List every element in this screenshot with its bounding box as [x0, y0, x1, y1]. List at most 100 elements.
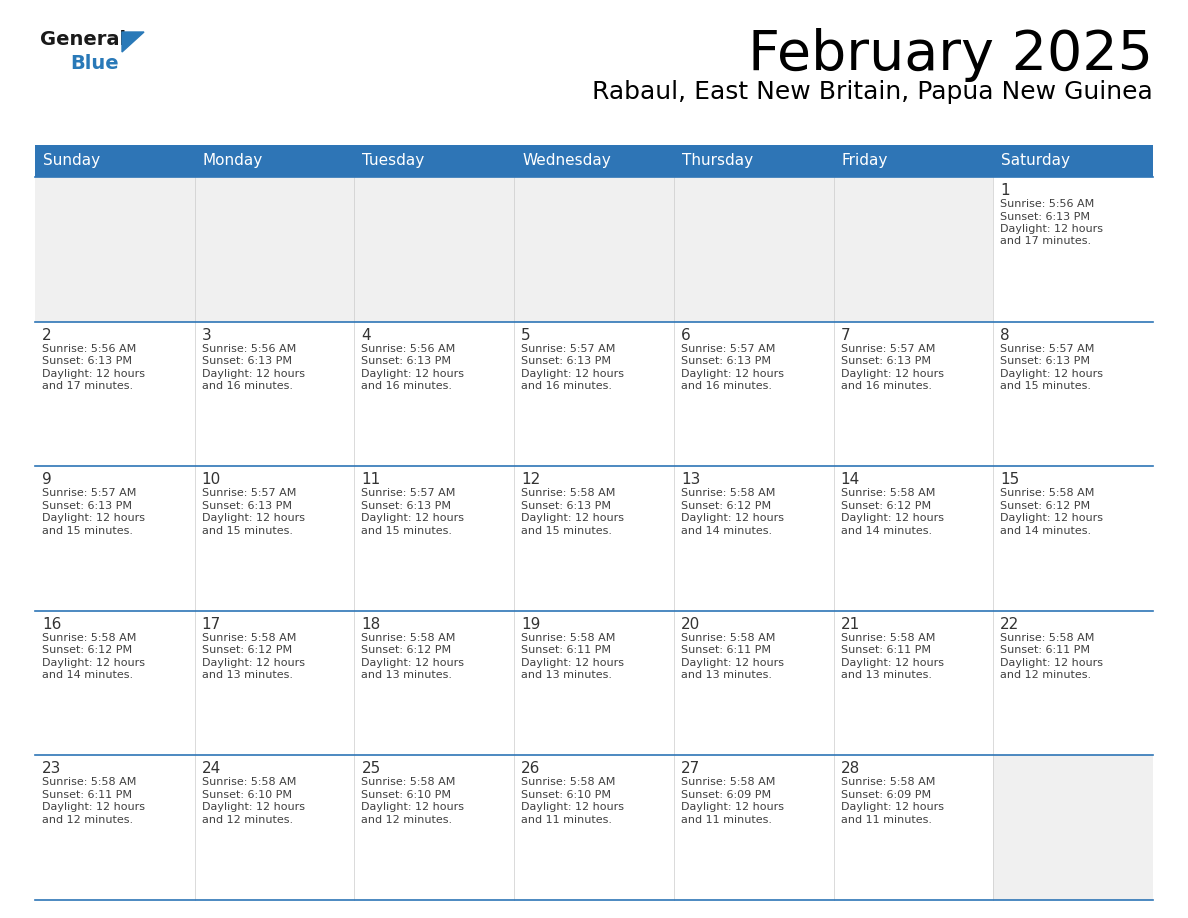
Text: Sunset: 6:09 PM: Sunset: 6:09 PM — [841, 789, 930, 800]
Bar — [674, 177, 834, 321]
Bar — [993, 610, 1154, 756]
Text: Sunset: 6:11 PM: Sunset: 6:11 PM — [522, 645, 611, 655]
Bar — [993, 177, 1154, 321]
Text: Sunrise: 5:56 AM: Sunrise: 5:56 AM — [361, 343, 456, 353]
Text: Sunrise: 5:58 AM: Sunrise: 5:58 AM — [522, 633, 615, 643]
Text: and 13 minutes.: and 13 minutes. — [841, 670, 931, 680]
Text: Daylight: 12 hours: Daylight: 12 hours — [361, 369, 465, 378]
Text: Sunset: 6:11 PM: Sunset: 6:11 PM — [1000, 645, 1091, 655]
Bar — [195, 610, 354, 756]
Text: and 15 minutes.: and 15 minutes. — [522, 526, 612, 536]
Text: Daylight: 12 hours: Daylight: 12 hours — [522, 658, 624, 667]
Text: Blue: Blue — [70, 54, 119, 73]
Text: and 15 minutes.: and 15 minutes. — [202, 526, 292, 536]
Text: Sunrise: 5:58 AM: Sunrise: 5:58 AM — [841, 633, 935, 643]
Text: 15: 15 — [1000, 472, 1019, 487]
Bar — [34, 610, 195, 756]
Text: 3: 3 — [202, 328, 211, 342]
Text: Sunrise: 5:58 AM: Sunrise: 5:58 AM — [522, 488, 615, 498]
Text: Daylight: 12 hours: Daylight: 12 hours — [1000, 224, 1104, 234]
Bar — [354, 610, 514, 756]
Text: 26: 26 — [522, 761, 541, 777]
Text: and 17 minutes.: and 17 minutes. — [1000, 237, 1092, 247]
Text: 7: 7 — [841, 328, 851, 342]
Text: 28: 28 — [841, 761, 860, 777]
Text: Sunrise: 5:56 AM: Sunrise: 5:56 AM — [1000, 199, 1094, 209]
Text: Daylight: 12 hours: Daylight: 12 hours — [841, 369, 943, 378]
Text: Sunrise: 5:58 AM: Sunrise: 5:58 AM — [361, 778, 456, 788]
Text: and 11 minutes.: and 11 minutes. — [681, 815, 772, 825]
Text: Sunrise: 5:58 AM: Sunrise: 5:58 AM — [202, 633, 296, 643]
Text: Sunset: 6:13 PM: Sunset: 6:13 PM — [1000, 356, 1091, 366]
Text: Sunrise: 5:57 AM: Sunrise: 5:57 AM — [1000, 343, 1094, 353]
Bar — [354, 756, 514, 900]
Text: Sunset: 6:12 PM: Sunset: 6:12 PM — [42, 645, 132, 655]
Text: February 2025: February 2025 — [748, 28, 1154, 82]
Text: Daylight: 12 hours: Daylight: 12 hours — [681, 369, 784, 378]
Text: Sunrise: 5:57 AM: Sunrise: 5:57 AM — [841, 343, 935, 353]
Text: Daylight: 12 hours: Daylight: 12 hours — [1000, 513, 1104, 523]
Text: and 12 minutes.: and 12 minutes. — [361, 815, 453, 825]
Text: Daylight: 12 hours: Daylight: 12 hours — [42, 513, 145, 523]
Text: Sunset: 6:12 PM: Sunset: 6:12 PM — [681, 500, 771, 510]
Text: Friday: Friday — [841, 153, 887, 169]
Bar — [195, 466, 354, 610]
Text: Sunset: 6:13 PM: Sunset: 6:13 PM — [42, 356, 132, 366]
Text: Sunrise: 5:56 AM: Sunrise: 5:56 AM — [202, 343, 296, 353]
Text: Sunset: 6:13 PM: Sunset: 6:13 PM — [202, 500, 292, 510]
Text: and 14 minutes.: and 14 minutes. — [1000, 526, 1092, 536]
Text: 6: 6 — [681, 328, 690, 342]
Text: Daylight: 12 hours: Daylight: 12 hours — [522, 513, 624, 523]
Text: Daylight: 12 hours: Daylight: 12 hours — [361, 802, 465, 812]
Text: Daylight: 12 hours: Daylight: 12 hours — [361, 513, 465, 523]
Text: 12: 12 — [522, 472, 541, 487]
Text: and 13 minutes.: and 13 minutes. — [522, 670, 612, 680]
Text: 11: 11 — [361, 472, 380, 487]
Bar — [993, 321, 1154, 466]
Bar — [354, 145, 514, 177]
Text: Sunset: 6:10 PM: Sunset: 6:10 PM — [361, 789, 451, 800]
Bar — [993, 756, 1154, 900]
Bar — [514, 145, 674, 177]
Text: Daylight: 12 hours: Daylight: 12 hours — [522, 802, 624, 812]
Text: and 12 minutes.: and 12 minutes. — [42, 815, 133, 825]
Text: Daylight: 12 hours: Daylight: 12 hours — [1000, 369, 1104, 378]
Bar — [34, 756, 195, 900]
Text: 4: 4 — [361, 328, 371, 342]
Text: Daylight: 12 hours: Daylight: 12 hours — [202, 513, 304, 523]
Bar — [34, 177, 195, 321]
Text: Sunrise: 5:57 AM: Sunrise: 5:57 AM — [202, 488, 296, 498]
Bar — [993, 466, 1154, 610]
Text: Sunrise: 5:58 AM: Sunrise: 5:58 AM — [42, 633, 137, 643]
Text: Sunset: 6:11 PM: Sunset: 6:11 PM — [681, 645, 771, 655]
Text: and 17 minutes.: and 17 minutes. — [42, 381, 133, 391]
Bar — [354, 321, 514, 466]
Text: Sunset: 6:11 PM: Sunset: 6:11 PM — [42, 789, 132, 800]
Text: Sunrise: 5:58 AM: Sunrise: 5:58 AM — [361, 633, 456, 643]
Text: and 16 minutes.: and 16 minutes. — [522, 381, 612, 391]
Text: Sunrise: 5:58 AM: Sunrise: 5:58 AM — [42, 778, 137, 788]
Text: and 16 minutes.: and 16 minutes. — [681, 381, 772, 391]
Bar — [993, 145, 1154, 177]
Text: Daylight: 12 hours: Daylight: 12 hours — [202, 802, 304, 812]
Text: Sunrise: 5:58 AM: Sunrise: 5:58 AM — [1000, 633, 1094, 643]
Text: Daylight: 12 hours: Daylight: 12 hours — [42, 802, 145, 812]
Text: Sunset: 6:11 PM: Sunset: 6:11 PM — [841, 645, 930, 655]
Polygon shape — [122, 32, 144, 52]
Text: Sunset: 6:13 PM: Sunset: 6:13 PM — [361, 500, 451, 510]
Bar — [34, 145, 195, 177]
Text: Sunset: 6:13 PM: Sunset: 6:13 PM — [841, 356, 930, 366]
Text: Sunrise: 5:57 AM: Sunrise: 5:57 AM — [42, 488, 137, 498]
Bar — [514, 321, 674, 466]
Text: Sunset: 6:10 PM: Sunset: 6:10 PM — [202, 789, 292, 800]
Text: 21: 21 — [841, 617, 860, 632]
Bar — [514, 177, 674, 321]
Text: 13: 13 — [681, 472, 700, 487]
Text: and 16 minutes.: and 16 minutes. — [202, 381, 292, 391]
Text: and 13 minutes.: and 13 minutes. — [681, 670, 772, 680]
Text: Daylight: 12 hours: Daylight: 12 hours — [1000, 658, 1104, 667]
Text: Sunset: 6:13 PM: Sunset: 6:13 PM — [42, 500, 132, 510]
Text: Daylight: 12 hours: Daylight: 12 hours — [841, 802, 943, 812]
Text: General: General — [40, 30, 126, 49]
Text: Daylight: 12 hours: Daylight: 12 hours — [42, 369, 145, 378]
